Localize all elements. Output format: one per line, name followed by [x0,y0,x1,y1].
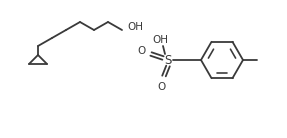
Text: OH: OH [127,22,143,32]
Text: OH: OH [152,35,168,45]
Text: S: S [164,54,172,67]
Text: O: O [158,82,166,92]
Text: O: O [138,46,146,56]
